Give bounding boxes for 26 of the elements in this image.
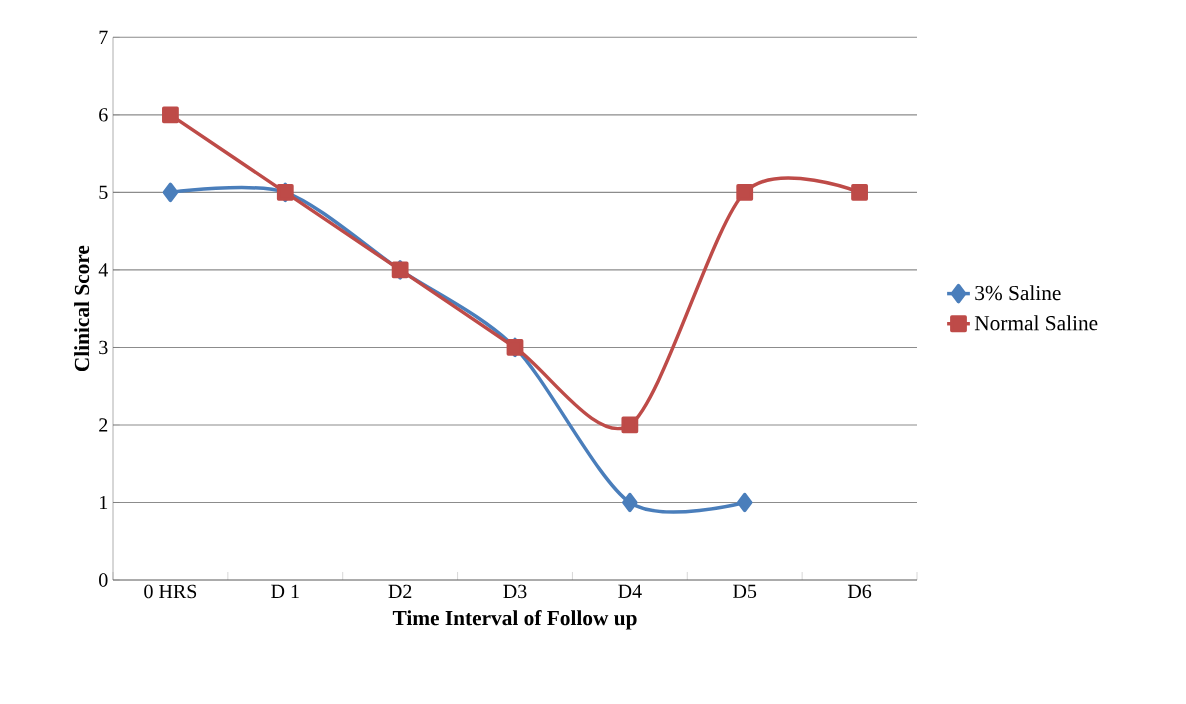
- y-tick-label: 2: [99, 418, 108, 432]
- x-tick-label: D6: [847, 584, 872, 599]
- y-tick-label: 6: [99, 108, 108, 122]
- x-tick-label: D5: [733, 584, 757, 598]
- point: [622, 492, 638, 513]
- y-tick-label: 3: [99, 340, 108, 355]
- y-tick-label: 0: [99, 573, 108, 587]
- y-axis-title: Clinical Score: [74, 245, 90, 372]
- point: [851, 183, 868, 201]
- x-tick-label: D3: [503, 584, 527, 599]
- x-tick-label: 0 HRS: [144, 584, 197, 599]
- y-tick-label: 1: [100, 495, 108, 510]
- x-tick-label: D 1: [271, 584, 299, 598]
- point: [162, 106, 179, 124]
- y-tick-label: 7: [99, 30, 108, 44]
- y-tick-label: 4: [98, 263, 108, 277]
- x-axis-title: Time Interval of Follow up: [392, 610, 637, 630]
- point: [621, 416, 639, 434]
- legend-label: 3% Saline: [975, 285, 1061, 301]
- x-tick-label: D2: [388, 584, 412, 598]
- legend-label: Normal Saline: [974, 315, 1098, 331]
- point: [736, 492, 753, 513]
- point: [162, 182, 179, 203]
- x-tick-label: D4: [618, 584, 642, 598]
- point: [736, 183, 754, 201]
- y-tick-label: 5: [99, 185, 108, 200]
